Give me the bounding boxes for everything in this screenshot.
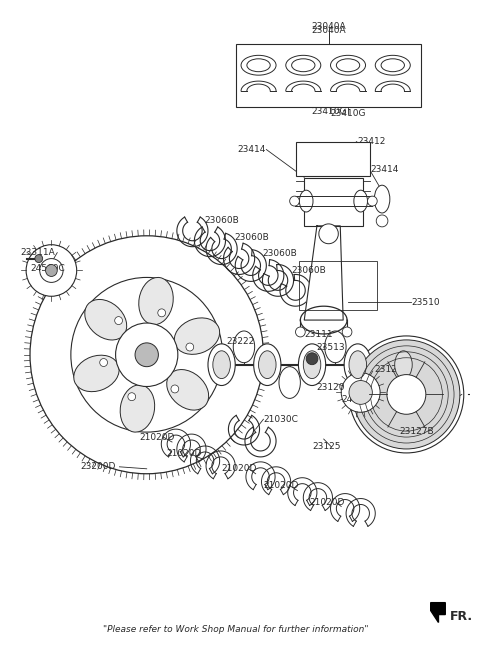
Text: 23111: 23111 — [304, 331, 333, 339]
Ellipse shape — [167, 369, 209, 410]
Text: 23414: 23414 — [371, 165, 399, 174]
Ellipse shape — [259, 351, 276, 379]
Circle shape — [40, 258, 63, 282]
Text: 23120: 23120 — [316, 383, 345, 392]
Text: 23124B: 23124B — [374, 365, 409, 374]
Ellipse shape — [247, 59, 270, 72]
Ellipse shape — [395, 351, 412, 379]
Circle shape — [100, 359, 108, 367]
Text: 23410G: 23410G — [330, 110, 366, 118]
Text: 23040A: 23040A — [311, 22, 346, 31]
Bar — [297, 142, 371, 176]
Circle shape — [349, 336, 464, 453]
Circle shape — [349, 380, 372, 404]
Ellipse shape — [299, 344, 325, 386]
Text: 23127B: 23127B — [399, 426, 434, 436]
Ellipse shape — [344, 344, 372, 386]
Text: 23410G: 23410G — [312, 108, 348, 116]
Circle shape — [353, 340, 460, 449]
Ellipse shape — [286, 55, 321, 75]
Text: 23040A: 23040A — [311, 26, 346, 35]
Circle shape — [115, 317, 122, 325]
Text: 23510: 23510 — [411, 298, 440, 307]
Circle shape — [46, 264, 57, 276]
Circle shape — [474, 388, 480, 401]
Circle shape — [296, 327, 305, 337]
Circle shape — [289, 196, 300, 206]
Bar — [300, 260, 377, 310]
Ellipse shape — [233, 331, 255, 363]
Ellipse shape — [336, 59, 360, 72]
Text: 23060B: 23060B — [263, 249, 297, 258]
Ellipse shape — [390, 344, 417, 386]
Circle shape — [368, 196, 377, 206]
Text: 24560C: 24560C — [30, 264, 65, 273]
Circle shape — [35, 255, 43, 262]
Ellipse shape — [85, 299, 127, 340]
Text: 21020D: 21020D — [166, 449, 202, 459]
Ellipse shape — [292, 59, 315, 72]
Ellipse shape — [370, 367, 391, 398]
Circle shape — [171, 385, 179, 393]
Ellipse shape — [174, 318, 220, 354]
Circle shape — [387, 375, 426, 414]
Ellipse shape — [139, 277, 173, 325]
Ellipse shape — [74, 355, 119, 392]
Text: 21020D: 21020D — [264, 481, 299, 490]
Text: 23060B: 23060B — [204, 216, 239, 226]
Text: 21020D: 21020D — [222, 464, 257, 473]
Circle shape — [128, 393, 136, 401]
Circle shape — [116, 323, 178, 386]
Ellipse shape — [303, 351, 321, 379]
Text: 21030C: 21030C — [264, 415, 298, 424]
Polygon shape — [304, 226, 343, 320]
Ellipse shape — [241, 55, 276, 75]
Circle shape — [319, 224, 338, 244]
Text: 23200D: 23200D — [81, 462, 116, 471]
Circle shape — [376, 215, 388, 227]
Circle shape — [342, 327, 352, 337]
Polygon shape — [431, 603, 445, 623]
Ellipse shape — [324, 331, 346, 363]
Text: 23412: 23412 — [358, 137, 386, 146]
Ellipse shape — [120, 385, 155, 432]
Text: 23414: 23414 — [237, 145, 265, 154]
Ellipse shape — [213, 351, 230, 379]
Text: 23060B: 23060B — [292, 266, 326, 275]
Ellipse shape — [208, 344, 235, 386]
Text: "Please refer to Work Shop Manual for further information": "Please refer to Work Shop Manual for fu… — [103, 625, 369, 634]
Text: 21020D: 21020D — [139, 432, 174, 441]
Text: 23311A: 23311A — [20, 248, 55, 257]
Ellipse shape — [331, 55, 366, 75]
Circle shape — [26, 245, 77, 297]
Text: FR.: FR. — [450, 610, 473, 623]
Circle shape — [71, 277, 223, 432]
Circle shape — [30, 236, 264, 474]
Ellipse shape — [354, 190, 368, 212]
Text: 23125: 23125 — [312, 443, 340, 451]
Ellipse shape — [254, 344, 281, 386]
Text: 23060B: 23060B — [234, 234, 269, 242]
Bar — [236, 45, 421, 107]
Circle shape — [186, 343, 194, 351]
Bar — [304, 178, 362, 226]
Text: 24340: 24340 — [341, 395, 370, 404]
Text: 23222: 23222 — [227, 337, 255, 346]
Ellipse shape — [349, 351, 367, 379]
Circle shape — [306, 353, 318, 365]
Text: 21020D: 21020D — [309, 498, 345, 507]
Ellipse shape — [375, 55, 410, 75]
Circle shape — [135, 343, 158, 367]
Text: 23513: 23513 — [316, 343, 345, 352]
Ellipse shape — [279, 367, 300, 398]
Ellipse shape — [300, 190, 313, 212]
Ellipse shape — [374, 185, 390, 213]
Circle shape — [158, 309, 166, 317]
Circle shape — [341, 373, 380, 412]
Ellipse shape — [381, 59, 405, 72]
